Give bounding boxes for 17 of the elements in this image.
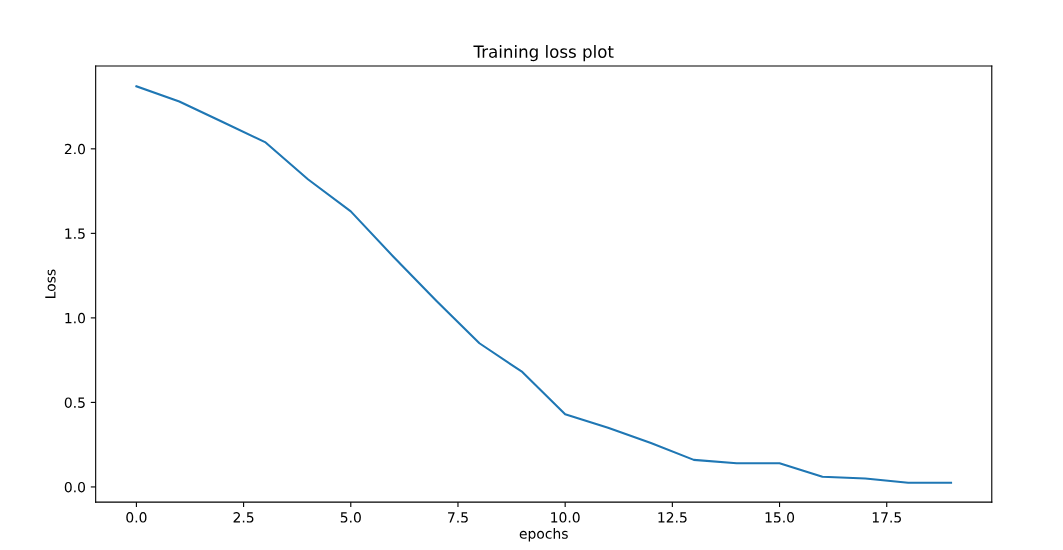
chart-title: Training loss plot	[473, 45, 614, 62]
y-tick-label: 0.5	[64, 397, 85, 408]
y-axis-title: Loss	[45, 269, 56, 298]
y-tick-label: 1.5	[65, 228, 85, 239]
x-tick-label: 0.0	[126, 512, 147, 523]
x-axis-title: epochs	[519, 528, 568, 542]
x-tick-label: 10.0	[551, 512, 580, 523]
y-tick-label: 1.0	[65, 312, 86, 324]
x-tick-label: 15.0	[765, 512, 795, 523]
x-tick-label: 17.5	[872, 512, 901, 523]
y-tick-label: 0.0	[64, 481, 86, 493]
x-tick-label: 12.5	[658, 512, 687, 523]
y-tick-label: 2.0	[64, 143, 86, 155]
x-tick-label: 2.5	[233, 512, 254, 523]
x-tick-label: 7.5	[448, 512, 468, 523]
line-series	[135, 85, 953, 484]
x-tick-label: 5.0	[340, 512, 361, 523]
